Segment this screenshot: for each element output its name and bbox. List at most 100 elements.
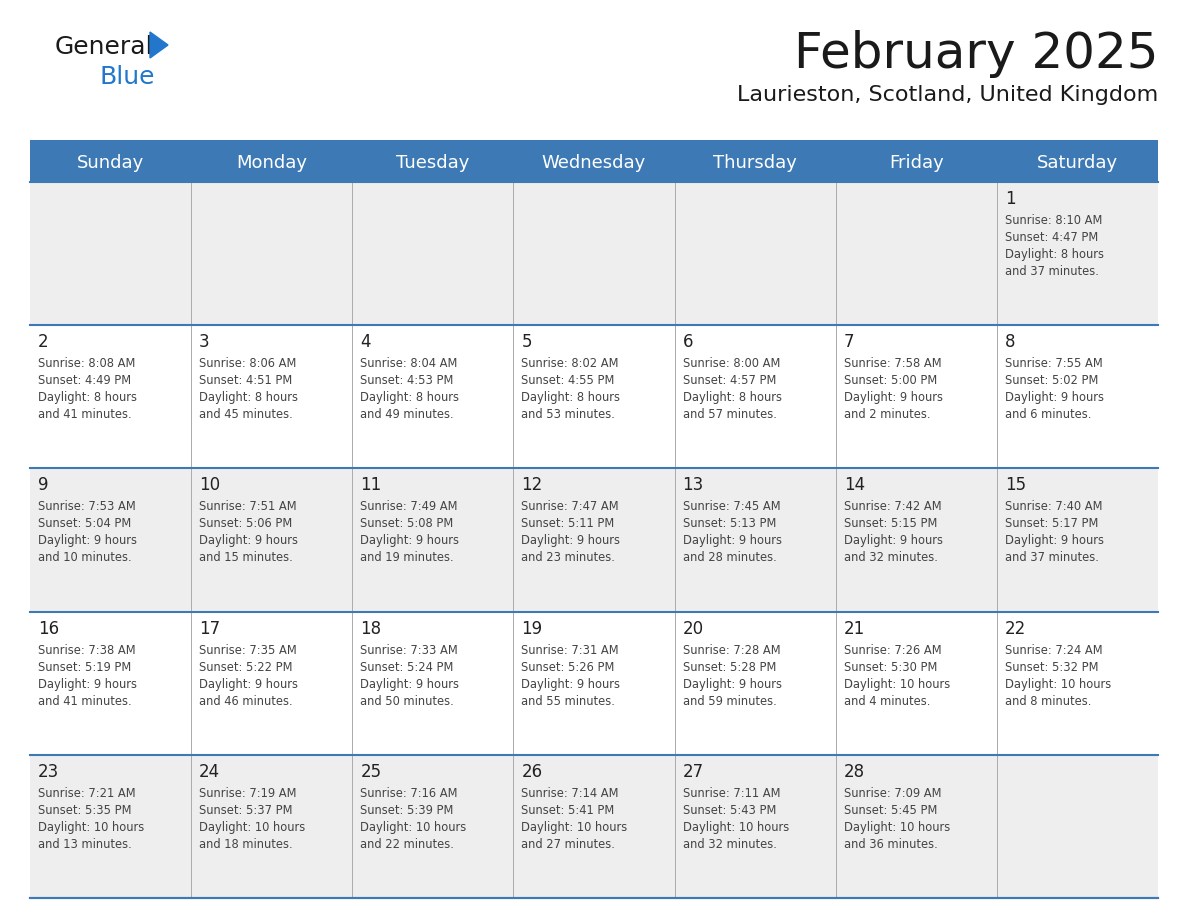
Text: 16: 16 — [38, 620, 59, 638]
Text: and 59 minutes.: and 59 minutes. — [683, 695, 776, 708]
Text: and 6 minutes.: and 6 minutes. — [1005, 409, 1092, 421]
Text: Thursday: Thursday — [713, 154, 797, 172]
Text: Friday: Friday — [889, 154, 943, 172]
Text: Daylight: 9 hours: Daylight: 9 hours — [38, 677, 137, 690]
Text: Sunrise: 7:11 AM: Sunrise: 7:11 AM — [683, 787, 781, 800]
Text: Sunrise: 7:14 AM: Sunrise: 7:14 AM — [522, 787, 619, 800]
Text: 27: 27 — [683, 763, 703, 781]
Text: Sunset: 4:51 PM: Sunset: 4:51 PM — [200, 375, 292, 387]
Text: 7: 7 — [843, 333, 854, 352]
Text: Daylight: 10 hours: Daylight: 10 hours — [38, 821, 144, 834]
Polygon shape — [150, 32, 168, 58]
Text: 15: 15 — [1005, 476, 1026, 495]
Text: Daylight: 9 hours: Daylight: 9 hours — [360, 677, 460, 690]
Text: 12: 12 — [522, 476, 543, 495]
Text: Sunrise: 7:21 AM: Sunrise: 7:21 AM — [38, 787, 135, 800]
Bar — [30, 325, 1158, 468]
Text: Sunday: Sunday — [77, 154, 144, 172]
Text: and 27 minutes.: and 27 minutes. — [522, 838, 615, 851]
Text: Sunrise: 7:31 AM: Sunrise: 7:31 AM — [522, 644, 619, 656]
Text: and 53 minutes.: and 53 minutes. — [522, 409, 615, 421]
Bar — [30, 755, 1158, 898]
Text: Daylight: 9 hours: Daylight: 9 hours — [200, 534, 298, 547]
Text: and 37 minutes.: and 37 minutes. — [1005, 265, 1099, 278]
Text: Daylight: 9 hours: Daylight: 9 hours — [843, 391, 943, 404]
Text: 5: 5 — [522, 333, 532, 352]
Text: Sunset: 5:30 PM: Sunset: 5:30 PM — [843, 661, 937, 674]
Text: Sunset: 5:24 PM: Sunset: 5:24 PM — [360, 661, 454, 674]
Text: 11: 11 — [360, 476, 381, 495]
Text: and 10 minutes.: and 10 minutes. — [38, 552, 132, 565]
Text: 24: 24 — [200, 763, 220, 781]
Text: Daylight: 9 hours: Daylight: 9 hours — [360, 534, 460, 547]
Text: Sunset: 5:43 PM: Sunset: 5:43 PM — [683, 804, 776, 817]
Text: Sunrise: 8:02 AM: Sunrise: 8:02 AM — [522, 357, 619, 370]
Text: Laurieston, Scotland, United Kingdom: Laurieston, Scotland, United Kingdom — [737, 85, 1158, 105]
Text: and 13 minutes.: and 13 minutes. — [38, 838, 132, 851]
Text: 21: 21 — [843, 620, 865, 638]
Text: Saturday: Saturday — [1037, 154, 1118, 172]
Text: Sunset: 5:32 PM: Sunset: 5:32 PM — [1005, 661, 1099, 674]
Text: and 2 minutes.: and 2 minutes. — [843, 409, 930, 421]
Text: 13: 13 — [683, 476, 703, 495]
Text: Sunset: 5:26 PM: Sunset: 5:26 PM — [522, 661, 615, 674]
Text: 19: 19 — [522, 620, 543, 638]
Text: Sunrise: 7:53 AM: Sunrise: 7:53 AM — [38, 500, 135, 513]
Text: Daylight: 8 hours: Daylight: 8 hours — [38, 391, 137, 404]
Text: Sunset: 5:15 PM: Sunset: 5:15 PM — [843, 518, 937, 531]
Text: 9: 9 — [38, 476, 49, 495]
Text: Sunset: 4:53 PM: Sunset: 4:53 PM — [360, 375, 454, 387]
Bar — [30, 140, 1158, 144]
Text: 8: 8 — [1005, 333, 1016, 352]
Text: 1: 1 — [1005, 190, 1016, 208]
Text: 20: 20 — [683, 620, 703, 638]
Text: Daylight: 9 hours: Daylight: 9 hours — [1005, 391, 1104, 404]
Text: Sunset: 5:08 PM: Sunset: 5:08 PM — [360, 518, 454, 531]
Text: and 4 minutes.: and 4 minutes. — [843, 695, 930, 708]
Text: and 55 minutes.: and 55 minutes. — [522, 695, 615, 708]
Bar — [30, 468, 1158, 611]
Text: General: General — [55, 35, 153, 59]
Bar — [30, 611, 1158, 755]
Text: Monday: Monday — [236, 154, 308, 172]
Text: Sunset: 4:55 PM: Sunset: 4:55 PM — [522, 375, 615, 387]
Text: Sunrise: 7:28 AM: Sunrise: 7:28 AM — [683, 644, 781, 656]
Text: 17: 17 — [200, 620, 220, 638]
Text: and 19 minutes.: and 19 minutes. — [360, 552, 454, 565]
Text: Sunrise: 7:45 AM: Sunrise: 7:45 AM — [683, 500, 781, 513]
Text: and 22 minutes.: and 22 minutes. — [360, 838, 454, 851]
Text: Sunset: 5:45 PM: Sunset: 5:45 PM — [843, 804, 937, 817]
Text: Sunset: 5:02 PM: Sunset: 5:02 PM — [1005, 375, 1098, 387]
Text: Sunset: 5:39 PM: Sunset: 5:39 PM — [360, 804, 454, 817]
Text: Sunset: 5:17 PM: Sunset: 5:17 PM — [1005, 518, 1098, 531]
Text: 6: 6 — [683, 333, 693, 352]
Text: 2: 2 — [38, 333, 49, 352]
Text: and 41 minutes.: and 41 minutes. — [38, 695, 132, 708]
Bar — [30, 144, 1158, 182]
Text: Sunrise: 8:08 AM: Sunrise: 8:08 AM — [38, 357, 135, 370]
Text: Sunrise: 7:24 AM: Sunrise: 7:24 AM — [1005, 644, 1102, 656]
Text: Sunset: 4:49 PM: Sunset: 4:49 PM — [38, 375, 131, 387]
Text: Sunset: 4:57 PM: Sunset: 4:57 PM — [683, 375, 776, 387]
Text: Daylight: 8 hours: Daylight: 8 hours — [1005, 248, 1104, 261]
Text: 18: 18 — [360, 620, 381, 638]
Text: Sunrise: 7:19 AM: Sunrise: 7:19 AM — [200, 787, 297, 800]
Text: Sunrise: 7:35 AM: Sunrise: 7:35 AM — [200, 644, 297, 656]
Text: Daylight: 9 hours: Daylight: 9 hours — [522, 534, 620, 547]
Text: Sunset: 5:00 PM: Sunset: 5:00 PM — [843, 375, 937, 387]
Text: Blue: Blue — [100, 65, 156, 89]
Text: Sunset: 5:28 PM: Sunset: 5:28 PM — [683, 661, 776, 674]
Text: Sunset: 4:47 PM: Sunset: 4:47 PM — [1005, 231, 1098, 244]
Text: Sunrise: 8:04 AM: Sunrise: 8:04 AM — [360, 357, 457, 370]
Text: Sunrise: 7:55 AM: Sunrise: 7:55 AM — [1005, 357, 1102, 370]
Text: Sunset: 5:37 PM: Sunset: 5:37 PM — [200, 804, 292, 817]
Text: 22: 22 — [1005, 620, 1026, 638]
Text: Sunrise: 7:16 AM: Sunrise: 7:16 AM — [360, 787, 457, 800]
Text: Sunrise: 7:38 AM: Sunrise: 7:38 AM — [38, 644, 135, 656]
Text: Sunrise: 7:33 AM: Sunrise: 7:33 AM — [360, 644, 459, 656]
Text: Daylight: 8 hours: Daylight: 8 hours — [200, 391, 298, 404]
Text: and 49 minutes.: and 49 minutes. — [360, 409, 454, 421]
Text: and 15 minutes.: and 15 minutes. — [200, 552, 293, 565]
Text: 4: 4 — [360, 333, 371, 352]
Text: Sunrise: 7:42 AM: Sunrise: 7:42 AM — [843, 500, 941, 513]
